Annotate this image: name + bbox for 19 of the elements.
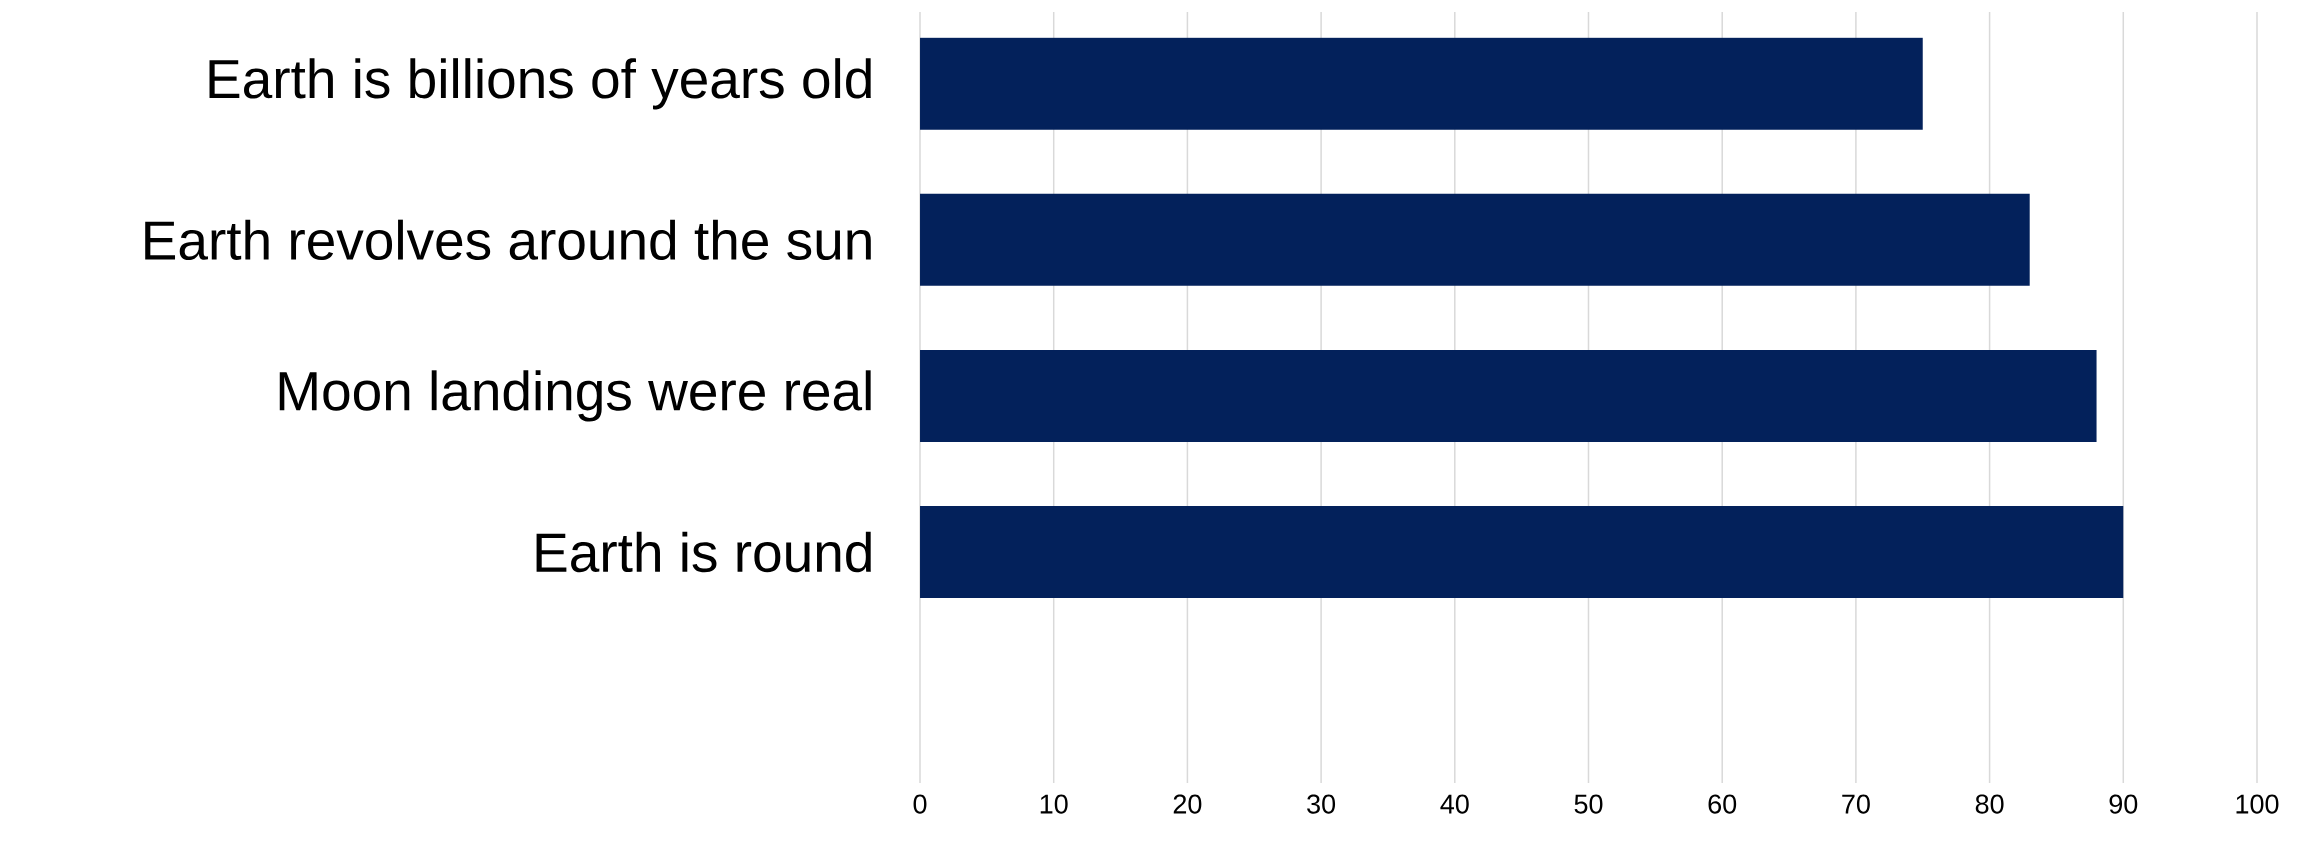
x-tick-label: 100: [2236, 794, 2279, 814]
y-tick-label: Earth is round: [536, 531, 871, 573]
y-tick-label: Earth revolves around the sun: [145, 219, 871, 261]
y-tick-label: Moon landings were real: [279, 370, 871, 422]
bar: [920, 349, 2097, 442]
y-tick-label: Earth is billions of years old: [209, 58, 871, 110]
x-tick-label: 0: [913, 794, 927, 814]
bar: [920, 193, 2030, 286]
x-tick-label: 30: [1307, 794, 1336, 814]
x-tick-label: 50: [1574, 794, 1603, 814]
x-tick-label: 70: [1842, 794, 1870, 814]
x-tick-label: 60: [1708, 794, 1737, 814]
x-tick-label: 80: [1975, 794, 2004, 814]
x-tick-label: 10: [1040, 794, 1068, 814]
bar: [920, 37, 1923, 130]
x-tick-label: 90: [2109, 794, 2138, 814]
x-tick-label: 20: [1173, 794, 1202, 814]
x-tick-label: 40: [1440, 794, 1469, 814]
bar: [920, 506, 2124, 599]
